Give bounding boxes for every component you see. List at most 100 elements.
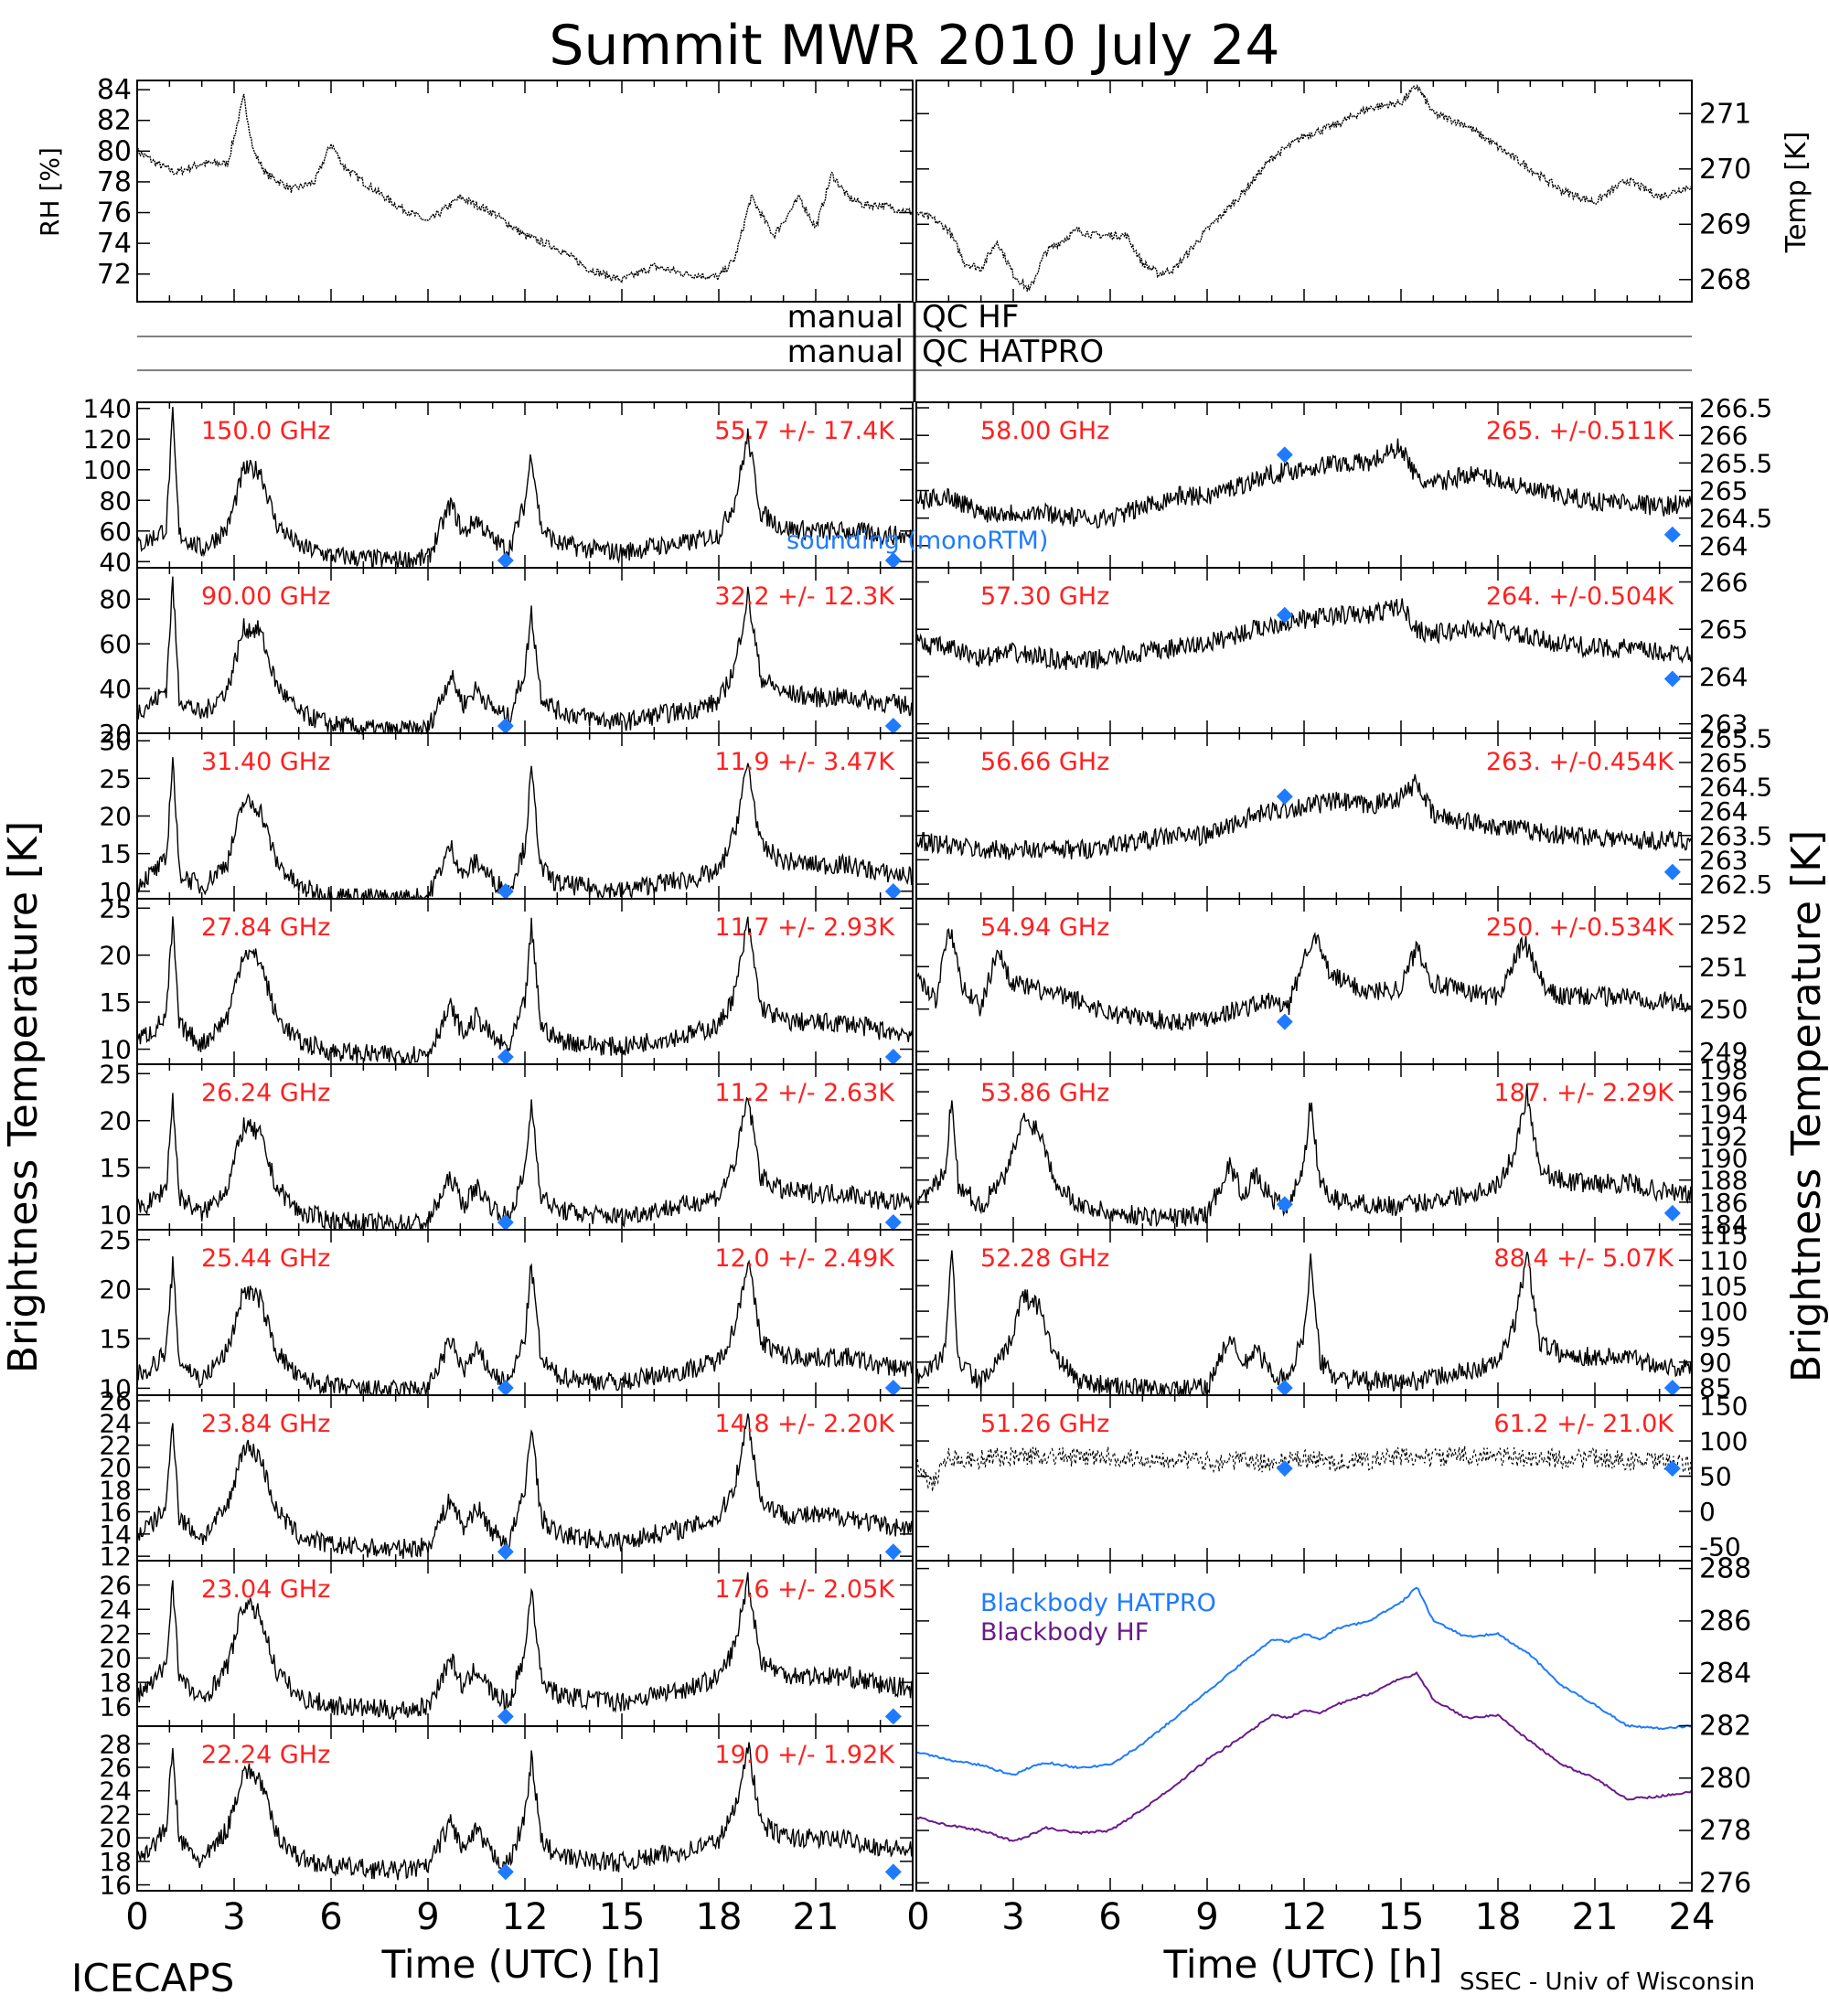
panel-frame bbox=[915, 80, 1693, 303]
y-tick-label: 20 bbox=[99, 802, 132, 832]
qc-hf-left: manual bbox=[787, 299, 904, 336]
y-tick-label: 30 bbox=[99, 726, 132, 756]
data-trace bbox=[136, 93, 914, 283]
y-tick-label: 25 bbox=[99, 893, 132, 923]
y-tick-label: 288 bbox=[1699, 1553, 1751, 1585]
figure-title: Summit MWR 2010 July 24 bbox=[549, 14, 1279, 78]
panel-5126-ghz: -50 0 50 100 150 51.26 GHz 61.2 +/- 21.0K bbox=[915, 1392, 1748, 1563]
panel-2544-ghz: 10 15 20 25 25.44 GHz 12.0 +/- 2.49K bbox=[99, 1225, 914, 1403]
x-axis-label-left: Time (UTC) [h] bbox=[381, 1942, 661, 1987]
y-tick-label: 15 bbox=[99, 987, 132, 1018]
y-tick-label: 0 bbox=[1699, 1497, 1716, 1527]
y-tick-label: 266 bbox=[1699, 568, 1748, 598]
x-tick-label: 0 bbox=[125, 1896, 148, 1938]
y-tick-label: 286 bbox=[1699, 1605, 1751, 1637]
y-tick-label: 100 bbox=[83, 455, 132, 485]
x-tick-label: 24 bbox=[1669, 1896, 1716, 1938]
stats-label: 12.0 +/- 2.49K bbox=[714, 1244, 895, 1273]
y-tick-label: 270 bbox=[1699, 154, 1751, 186]
sounding-marker bbox=[497, 1863, 514, 1881]
x-axis-label-right: Time (UTC) [h] bbox=[1163, 1942, 1443, 1987]
y-tick-label: 15 bbox=[99, 1153, 132, 1183]
frequency-label: 31.40 GHz bbox=[201, 748, 330, 776]
y-tick-label: 26 bbox=[99, 1571, 132, 1601]
y-tick-label: 82 bbox=[97, 105, 132, 137]
y-tick-label: 263.5 bbox=[1699, 821, 1772, 851]
frequency-label: 150.0 GHz bbox=[201, 417, 330, 445]
y-tick-label: 251 bbox=[1699, 952, 1748, 982]
frequency-label: 52.28 GHz bbox=[980, 1244, 1109, 1273]
y-tick-label: 20 bbox=[99, 1106, 132, 1136]
y-tick-label: 25 bbox=[99, 1059, 132, 1089]
data-trace bbox=[915, 1445, 1693, 1492]
stats-label: 17.6 +/- 2.05K bbox=[714, 1575, 895, 1604]
data-trace bbox=[915, 773, 1693, 860]
footer-right: SSEC - Univ of Wisconsin bbox=[1460, 1968, 1755, 1996]
frequency-label: 27.84 GHz bbox=[201, 913, 330, 942]
right-axis-title: Brightness Temperature [K] bbox=[1783, 830, 1829, 1382]
y-tick-label: 16 bbox=[99, 1692, 132, 1723]
sounding-note: sounding (monoRTM) bbox=[786, 527, 1048, 555]
stats-label: 11.7 +/- 2.93K bbox=[714, 913, 895, 942]
y-tick-label: 190 bbox=[1699, 1144, 1748, 1174]
y-tick-label: 282 bbox=[1699, 1711, 1751, 1743]
y-tick-label: 188 bbox=[1699, 1166, 1748, 1196]
data-trace bbox=[136, 1572, 914, 1721]
y-tick-label: 263 bbox=[1699, 709, 1748, 740]
y-tick-label: 85 bbox=[1699, 1373, 1732, 1403]
data-trace bbox=[136, 1093, 914, 1232]
stats-label: 32.2 +/- 12.3K bbox=[714, 582, 895, 611]
panel-2624-ghz: 10 15 20 25 26.24 GHz 11.2 +/- 2.63K bbox=[99, 1059, 914, 1232]
y-tick-label: 22 bbox=[99, 1431, 132, 1461]
stats-label: 19.0 +/- 1.92K bbox=[714, 1741, 895, 1769]
y-tick-label: 265 bbox=[1699, 614, 1748, 645]
y-tick-label: 80 bbox=[99, 485, 132, 516]
sounding-marker bbox=[1276, 1380, 1293, 1396]
y-tick-label: 16 bbox=[99, 1871, 132, 1901]
y-tick-label: 28 bbox=[99, 1729, 132, 1759]
y-tick-label: 60 bbox=[99, 517, 132, 547]
y-tick-label: 26 bbox=[99, 1386, 132, 1416]
data-trace bbox=[915, 83, 1693, 292]
sounding-marker bbox=[884, 1708, 902, 1725]
footer-left: ICECAPS bbox=[71, 1956, 234, 2000]
y-tick-label: 84 bbox=[97, 74, 132, 106]
y-tick-label: 20 bbox=[99, 941, 132, 971]
data-trace bbox=[136, 916, 914, 1065]
legend-hf: Blackbody HF bbox=[980, 1618, 1149, 1647]
y-tick-label: 265 bbox=[1699, 748, 1748, 778]
series-line-hf bbox=[915, 1670, 1693, 1842]
x-tick-label: 9 bbox=[1195, 1896, 1218, 1938]
data-trace bbox=[136, 576, 913, 736]
y-tick-label: 15 bbox=[99, 1324, 132, 1354]
x-tick-label: 3 bbox=[222, 1896, 245, 1938]
data-trace bbox=[136, 757, 914, 901]
legend-hatpro: Blackbody HATPRO bbox=[980, 1589, 1216, 1617]
sounding-marker bbox=[884, 718, 902, 734]
frequency-label: 22.24 GHz bbox=[201, 1741, 330, 1769]
y-tick-label: 271 bbox=[1699, 98, 1751, 130]
y-tick-label: 10 bbox=[99, 1373, 132, 1403]
y-tick-label: 186 bbox=[1699, 1188, 1748, 1218]
frequency-label: 23.04 GHz bbox=[201, 1575, 330, 1604]
stats-label: 88.4 +/- 5.07K bbox=[1493, 1244, 1674, 1273]
y-tick-label: 150 bbox=[1699, 1392, 1748, 1422]
x-tick-label: 0 bbox=[906, 1896, 929, 1938]
data-trace bbox=[915, 598, 1693, 670]
y-tick-label: -50 bbox=[1699, 1532, 1741, 1563]
sounding-marker bbox=[884, 1049, 902, 1065]
y-tick-label: 76 bbox=[97, 197, 132, 229]
y-tick-label: 184 bbox=[1699, 1210, 1748, 1240]
panel-3140-ghz: 10 15 20 25 30 31.40 GHz 11.9 +/- 3.47K bbox=[99, 726, 914, 907]
stats-label: 263. +/-0.454K bbox=[1486, 748, 1674, 776]
stats-label: 265. +/-0.511K bbox=[1486, 417, 1674, 445]
y-tick-label: 192 bbox=[1699, 1121, 1748, 1151]
y-tick-label: 264 bbox=[1699, 796, 1748, 827]
sounding-marker bbox=[497, 1214, 514, 1231]
y-tick-label: 50 bbox=[1699, 1462, 1732, 1492]
stats-label: 55.7 +/- 17.4K bbox=[714, 417, 895, 445]
